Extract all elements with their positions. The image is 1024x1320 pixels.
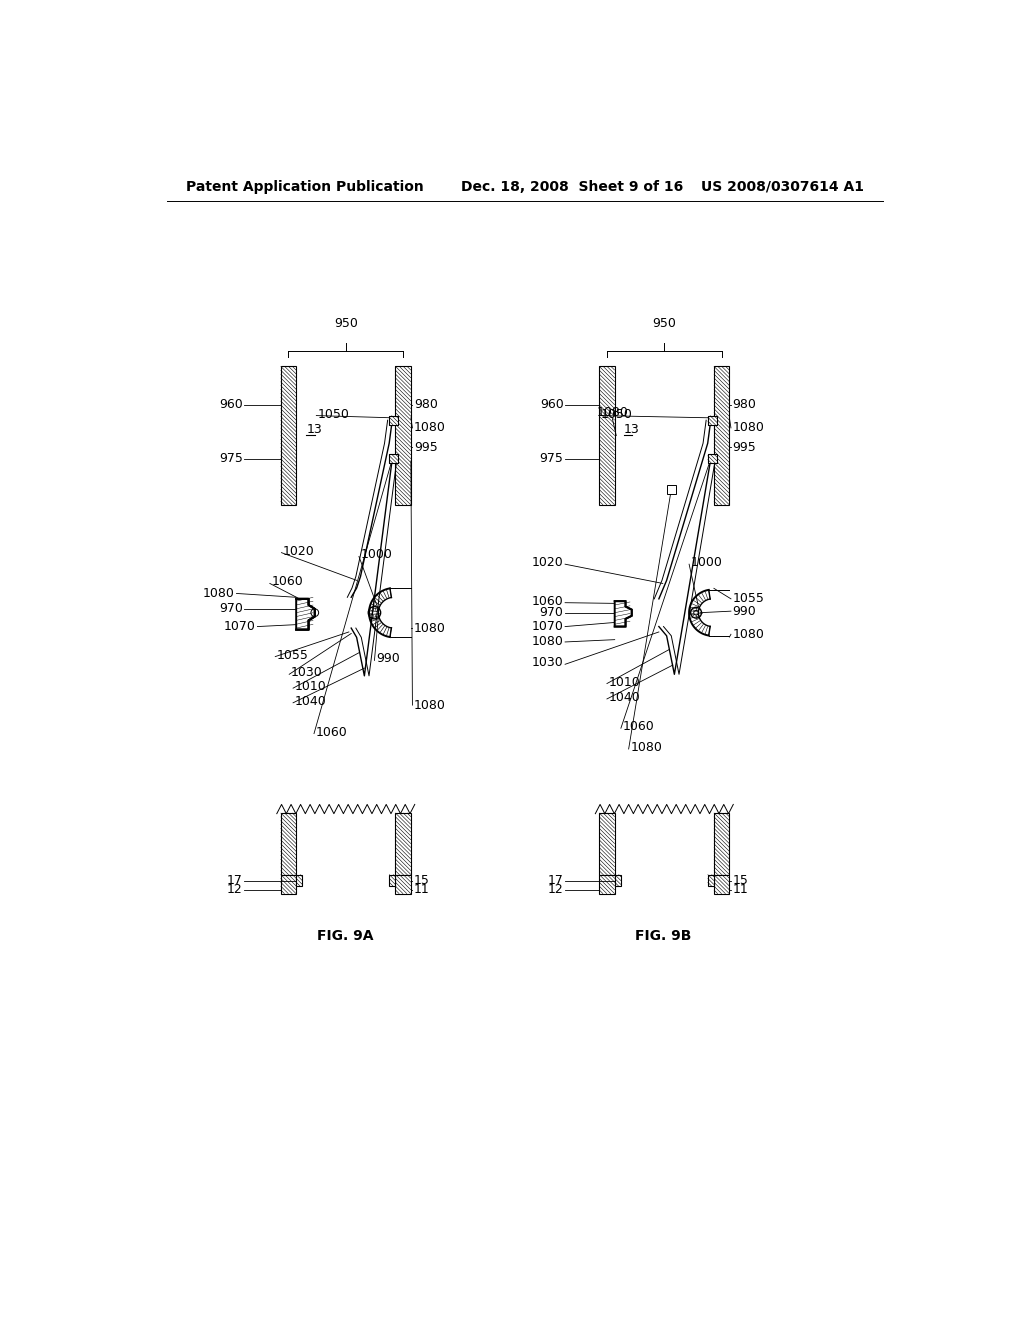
Polygon shape <box>296 599 314 630</box>
Text: 970: 970 <box>219 602 243 615</box>
Text: 1010: 1010 <box>295 680 327 693</box>
Text: 1030: 1030 <box>291 667 323 680</box>
Bar <box>667 484 676 494</box>
Text: 980: 980 <box>414 399 438 412</box>
Text: 1050: 1050 <box>317 408 350 421</box>
Text: 1080: 1080 <box>531 635 563 648</box>
Text: 1080: 1080 <box>630 741 663 754</box>
Text: 975: 975 <box>219 453 243 465</box>
Bar <box>389 454 398 463</box>
Text: 1080: 1080 <box>414 698 445 711</box>
Text: 15: 15 <box>414 874 430 887</box>
Text: US 2008/0307614 A1: US 2008/0307614 A1 <box>701 180 864 194</box>
Polygon shape <box>614 601 632 627</box>
Text: 950: 950 <box>334 317 357 330</box>
Text: 950: 950 <box>652 317 676 330</box>
Text: 12: 12 <box>227 883 243 896</box>
Text: 1040: 1040 <box>608 690 640 704</box>
Text: 1060: 1060 <box>623 721 654 733</box>
Bar <box>708 454 717 463</box>
Text: 1080: 1080 <box>203 587 234 601</box>
Text: 12: 12 <box>548 883 563 896</box>
Bar <box>599 813 614 875</box>
Text: 1080: 1080 <box>414 622 445 635</box>
Text: 1080: 1080 <box>414 421 445 434</box>
Text: 1070: 1070 <box>531 620 563 634</box>
Bar <box>708 416 717 425</box>
Text: 1050: 1050 <box>601 408 633 421</box>
Bar <box>708 416 717 425</box>
Bar <box>281 367 296 506</box>
Text: 960: 960 <box>219 399 243 412</box>
Text: 960: 960 <box>540 399 563 412</box>
Text: FIG. 9A: FIG. 9A <box>316 929 374 942</box>
Text: Dec. 18, 2008  Sheet 9 of 16: Dec. 18, 2008 Sheet 9 of 16 <box>461 180 683 194</box>
Bar <box>395 813 411 875</box>
Text: 995: 995 <box>732 441 757 454</box>
Text: 1020: 1020 <box>283 545 314 557</box>
Text: 970: 970 <box>540 606 563 619</box>
Bar <box>599 875 614 894</box>
Bar <box>389 454 398 463</box>
Text: 1060: 1060 <box>271 576 303 589</box>
Bar <box>708 875 714 886</box>
Text: 1080: 1080 <box>732 628 764 640</box>
Bar <box>714 813 729 875</box>
Bar <box>614 875 621 886</box>
Bar <box>389 875 395 886</box>
Text: 980: 980 <box>732 399 757 412</box>
Text: 1060: 1060 <box>315 726 347 739</box>
Text: 11: 11 <box>414 883 430 896</box>
Text: 1060: 1060 <box>531 594 563 607</box>
Text: 1010: 1010 <box>608 676 640 689</box>
Text: 995: 995 <box>414 441 437 454</box>
Text: 1020: 1020 <box>531 556 563 569</box>
Bar <box>389 416 398 425</box>
Text: 1080: 1080 <box>732 421 764 434</box>
Bar <box>395 367 411 506</box>
Bar <box>714 875 729 894</box>
Text: 1030: 1030 <box>531 656 563 669</box>
Text: 17: 17 <box>548 874 563 887</box>
Bar <box>281 875 296 894</box>
Bar <box>708 454 717 463</box>
Text: 15: 15 <box>732 874 749 887</box>
Text: 11: 11 <box>732 883 749 896</box>
Text: 1055: 1055 <box>732 593 764 606</box>
Text: Patent Application Publication: Patent Application Publication <box>186 180 424 194</box>
Text: 1080: 1080 <box>596 407 629 418</box>
Text: 1040: 1040 <box>295 694 327 708</box>
Bar <box>395 875 411 894</box>
Text: 1070: 1070 <box>224 620 256 634</box>
Text: FIG. 9B: FIG. 9B <box>635 929 691 942</box>
Bar <box>296 875 302 886</box>
Text: 990: 990 <box>732 605 757 618</box>
Text: 13: 13 <box>624 422 640 436</box>
Text: 1000: 1000 <box>360 548 392 561</box>
Text: 1000: 1000 <box>690 556 723 569</box>
Text: 13: 13 <box>306 422 322 436</box>
Text: 1055: 1055 <box>276 648 308 661</box>
Text: 990: 990 <box>376 652 399 665</box>
Bar <box>714 367 729 506</box>
Text: 975: 975 <box>540 453 563 465</box>
Bar <box>281 813 296 875</box>
Bar <box>599 367 614 506</box>
Bar <box>389 416 398 425</box>
Text: 17: 17 <box>227 874 243 887</box>
